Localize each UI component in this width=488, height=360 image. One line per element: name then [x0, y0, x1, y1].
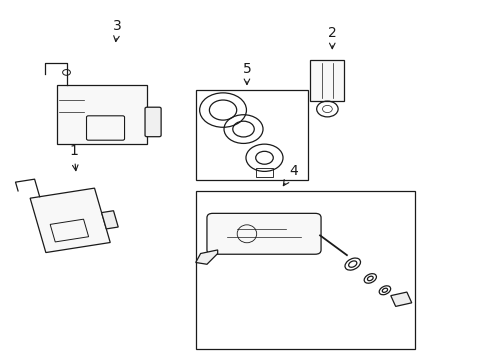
Text: 3: 3: [113, 19, 122, 41]
Text: 2: 2: [327, 26, 336, 49]
FancyBboxPatch shape: [206, 213, 321, 254]
FancyBboxPatch shape: [57, 85, 147, 144]
Polygon shape: [30, 188, 110, 253]
Text: 4: 4: [283, 164, 297, 186]
Text: 1: 1: [69, 144, 78, 171]
Text: 5: 5: [242, 62, 251, 85]
Polygon shape: [390, 292, 411, 306]
FancyBboxPatch shape: [310, 60, 344, 101]
Polygon shape: [195, 250, 217, 264]
FancyBboxPatch shape: [145, 107, 161, 137]
Polygon shape: [102, 211, 118, 229]
